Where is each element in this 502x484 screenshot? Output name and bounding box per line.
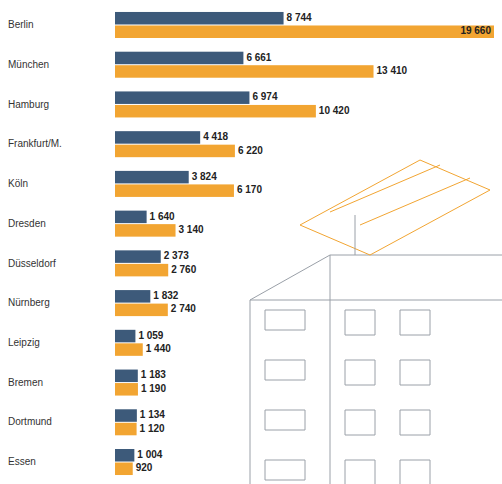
building-window	[265, 310, 430, 335]
building-window	[265, 360, 430, 385]
category-label: München	[8, 59, 49, 70]
bar	[115, 171, 189, 184]
bar	[115, 423, 137, 436]
category-label: Bremen	[8, 377, 43, 388]
data-label: 19 660	[460, 25, 491, 36]
bar	[115, 184, 234, 197]
data-label: 2 373	[164, 250, 189, 261]
data-label: 1 059	[138, 330, 163, 341]
bar	[115, 290, 150, 303]
category-label: Hamburg	[8, 99, 49, 110]
bar	[115, 145, 235, 158]
bar	[115, 25, 494, 38]
data-label: 1 120	[140, 423, 165, 434]
data-label: 1 004	[137, 449, 162, 460]
data-label: 1 190	[141, 383, 166, 394]
data-label: 3 824	[192, 171, 217, 182]
bar	[115, 449, 134, 462]
bar	[115, 343, 143, 356]
bar	[115, 409, 137, 422]
bar	[115, 91, 249, 104]
building-outline	[250, 255, 502, 484]
data-labels: 8 744 6 661 6 974 4 418 3 824 1 640 2 373 1 832…	[136, 12, 492, 474]
data-label: 1 640	[150, 211, 175, 222]
bar	[115, 370, 138, 383]
category-label: Dortmund	[8, 416, 52, 427]
bar	[115, 304, 168, 317]
category-label: Essen	[8, 456, 36, 467]
data-label: 1 440	[146, 343, 171, 354]
data-label: 6 170	[237, 184, 262, 195]
building-roof	[300, 160, 490, 255]
bar	[115, 264, 168, 277]
category-label: Leipzig	[8, 337, 40, 348]
bar	[115, 463, 133, 476]
data-label: 1 183	[141, 369, 166, 380]
building-window	[265, 460, 430, 484]
bar	[115, 52, 243, 65]
bar	[115, 12, 284, 25]
building-pole	[355, 215, 356, 255]
data-label: 920	[136, 462, 153, 473]
building-illustration	[250, 160, 502, 484]
data-label: 6 220	[238, 145, 263, 156]
category-label: Frankfurt/M.	[8, 138, 62, 149]
building-window	[265, 410, 430, 435]
bar	[115, 224, 176, 237]
category-labels: Berlin München Hamburg Frankfurt/M. Köln Dres…	[8, 19, 62, 467]
category-label: Düsseldorf	[8, 258, 56, 269]
bar	[115, 330, 135, 343]
data-label: 10 420	[319, 105, 350, 116]
data-label: 3 140	[179, 224, 204, 235]
data-label: 13 410	[377, 65, 408, 76]
data-label: 6 661	[246, 52, 271, 63]
data-label: 2 760	[171, 264, 196, 275]
data-label: 1 832	[153, 290, 178, 301]
chart: Berlin München Hamburg Frankfurt/M. Köln Dres…	[0, 0, 502, 484]
category-label: Berlin	[8, 19, 34, 30]
bars	[115, 12, 494, 475]
data-label: 8 744	[287, 12, 312, 23]
category-label: Köln	[8, 178, 28, 189]
bar	[115, 383, 138, 396]
data-label: 6 974	[252, 91, 277, 102]
data-label: 1 134	[140, 409, 165, 420]
bar	[115, 250, 161, 263]
bar	[115, 65, 374, 78]
bar	[115, 131, 200, 144]
bar	[115, 211, 147, 224]
bar	[115, 105, 316, 118]
data-label: 4 418	[203, 131, 228, 142]
category-label: Dresden	[8, 218, 46, 229]
data-label: 2 740	[171, 303, 196, 314]
category-label: Nürnberg	[8, 297, 50, 308]
